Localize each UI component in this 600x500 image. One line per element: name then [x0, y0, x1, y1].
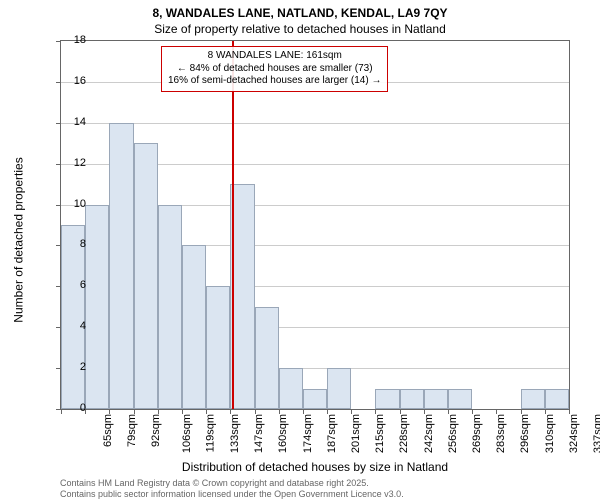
- bar: [61, 225, 85, 409]
- xtick-label: 119sqm: [204, 414, 216, 452]
- bar: [521, 389, 545, 409]
- annotation-box: 8 WANDALES LANE: 161sqm← 84% of detached…: [161, 46, 388, 92]
- annotation-line: 16% of semi-detached houses are larger (…: [168, 75, 381, 88]
- footer-line2: Contains public sector information licen…: [60, 489, 570, 500]
- bar: [158, 205, 182, 409]
- bar: [85, 205, 109, 409]
- annotation-line: 8 WANDALES LANE: 161sqm: [168, 50, 381, 63]
- xtick-label: 187sqm: [326, 414, 338, 453]
- ytick-label: 0: [56, 402, 86, 414]
- xtick-label: 269sqm: [471, 414, 483, 453]
- ytick-label: 2: [56, 361, 86, 373]
- chart-container: 8, WANDALES LANE, NATLAND, KENDAL, LA9 7…: [0, 0, 600, 500]
- xtick-label: 242sqm: [423, 414, 435, 453]
- ytick-label: 14: [56, 116, 86, 128]
- bar: [375, 389, 399, 409]
- xtick-label: 296sqm: [519, 414, 531, 453]
- xtick-label: 92sqm: [151, 414, 163, 447]
- xtick-label: 174sqm: [302, 414, 314, 453]
- plot-area: 8 WANDALES LANE: 161sqm← 84% of detached…: [60, 40, 570, 410]
- y-axis-label: Number of detached properties: [12, 157, 26, 322]
- ytick-label: 18: [56, 34, 86, 46]
- bar: [109, 123, 133, 409]
- bar: [400, 389, 424, 409]
- bar: [303, 389, 327, 409]
- footer-attribution: Contains HM Land Registry data © Crown c…: [60, 478, 570, 500]
- xtick-label: 106sqm: [181, 414, 193, 453]
- bar: [134, 143, 158, 409]
- bar: [255, 307, 279, 409]
- x-axis-label: Distribution of detached houses by size …: [60, 460, 570, 474]
- bar: [182, 245, 206, 409]
- chart-title: 8, WANDALES LANE, NATLAND, KENDAL, LA9 7…: [0, 6, 600, 20]
- bar: [448, 389, 472, 409]
- bar: [424, 389, 448, 409]
- bar: [279, 368, 303, 409]
- xtick-label: 324sqm: [568, 414, 580, 453]
- xtick-label: 228sqm: [399, 414, 411, 453]
- xtick-label: 215sqm: [374, 414, 386, 453]
- xtick-label: 147sqm: [253, 414, 265, 453]
- xtick-label: 160sqm: [278, 414, 290, 453]
- reference-line: [232, 41, 234, 409]
- footer-line1: Contains HM Land Registry data © Crown c…: [60, 478, 570, 489]
- ytick-label: 12: [56, 157, 86, 169]
- annotation-line: ← 84% of detached houses are smaller (73…: [168, 63, 381, 76]
- xtick-label: 310sqm: [544, 414, 556, 453]
- bar: [206, 286, 230, 409]
- xtick-label: 337sqm: [592, 414, 600, 453]
- ytick-label: 10: [56, 198, 86, 210]
- bar: [545, 389, 569, 409]
- xtick-label: 283sqm: [495, 414, 507, 453]
- xtick-label: 201sqm: [350, 414, 362, 453]
- gridline: [61, 123, 569, 124]
- ytick-label: 4: [56, 320, 86, 332]
- xtick-label: 65sqm: [102, 414, 114, 447]
- ytick-label: 8: [56, 238, 86, 250]
- xtick-label: 256sqm: [447, 414, 459, 453]
- y-axis-label-wrap: Number of detached properties: [12, 90, 26, 390]
- bar: [327, 368, 351, 409]
- ytick-label: 6: [56, 279, 86, 291]
- xtick-label: 133sqm: [229, 414, 241, 453]
- ytick-label: 16: [56, 75, 86, 87]
- xtick-label: 79sqm: [126, 414, 138, 447]
- chart-subtitle: Size of property relative to detached ho…: [0, 22, 600, 36]
